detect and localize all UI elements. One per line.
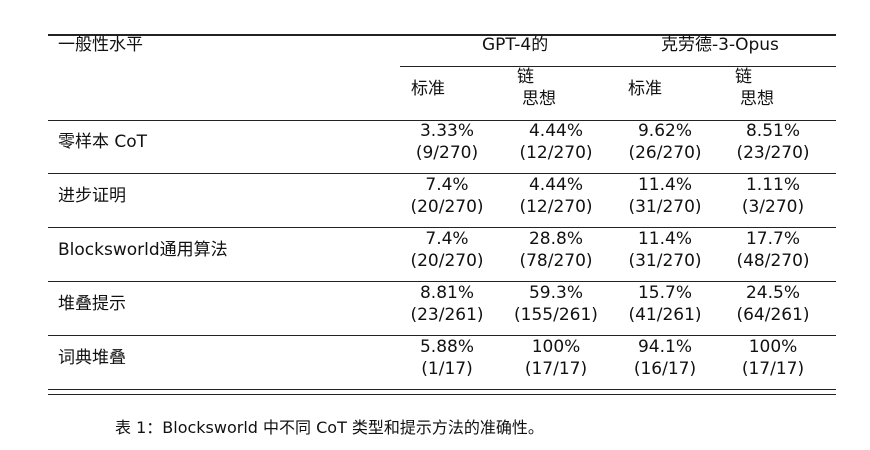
model-header-claude: 克劳德-3-Opus	[661, 35, 779, 55]
table-cell: 11.4%	[637, 229, 692, 249]
row-rule-3	[48, 281, 836, 282]
table-bottom-rule-1	[48, 389, 836, 390]
header-mid-rule	[400, 66, 836, 67]
table-cell: (9/270)	[415, 143, 479, 163]
table-cell: 59.3%	[528, 283, 583, 303]
table-cell: (31/270)	[628, 197, 702, 217]
table-caption: 表 1：Blocksworld 中不同 CoT 类型和提示方法的准确性。	[115, 418, 544, 437]
table-cell: (20/270)	[410, 197, 484, 217]
table-cell: (1/17)	[421, 359, 473, 379]
table-cell: 4.44%	[528, 121, 583, 141]
table-cell: 100%	[531, 337, 581, 357]
table-cell: (26/270)	[628, 143, 702, 163]
table-cell: 15.7%	[637, 283, 692, 303]
table-cell: 94.1%	[637, 337, 692, 357]
table-cell: 7.4%	[425, 175, 469, 195]
row-rule-2	[48, 227, 836, 228]
table-cell: (16/17)	[633, 359, 697, 379]
subheader-standard: 标准	[411, 79, 445, 99]
corner-header: 一般性水平	[58, 35, 143, 55]
table-cell: 28.8%	[528, 229, 583, 249]
table-cell: 5.88%	[419, 337, 474, 357]
row-label: Blocksworld通用算法	[58, 240, 228, 260]
table-cell: 9.62%	[637, 121, 692, 141]
table-cell: (3/270)	[741, 197, 805, 217]
table-cell: 1.11%	[745, 175, 800, 195]
subheader-cot-line2: 思想	[740, 89, 774, 109]
table-cell: (12/270)	[519, 143, 593, 163]
subheader-standard: 标准	[628, 79, 662, 99]
subheader-cot-line1: 链	[517, 67, 534, 87]
table-cell: (20/270)	[410, 251, 484, 271]
table-cell: 7.4%	[425, 229, 469, 249]
row-rule-4	[48, 335, 836, 336]
table-cell: (17/17)	[524, 359, 588, 379]
table-cell: (78/270)	[519, 251, 593, 271]
table-cell: (23/270)	[736, 143, 810, 163]
table-top-rule	[48, 34, 836, 36]
table-cell: (17/17)	[741, 359, 805, 379]
table-cell: (23/261)	[410, 305, 484, 325]
table-cell: (31/270)	[628, 251, 702, 271]
header-bottom-rule	[48, 120, 836, 121]
table-cell: 8.51%	[745, 121, 800, 141]
table-cell: (155/261)	[514, 305, 598, 325]
table-cell: 4.44%	[528, 175, 583, 195]
table-cell: 17.7%	[745, 229, 800, 249]
model-header-gpt4: GPT-4的	[482, 35, 549, 55]
table-cell: (12/270)	[519, 197, 593, 217]
row-label: 零样本 CoT	[58, 132, 148, 152]
table-cell: 11.4%	[637, 175, 692, 195]
table-cell: (64/261)	[736, 305, 810, 325]
subheader-cot-line2: 思想	[522, 89, 556, 109]
row-label: 进步证明	[58, 186, 126, 206]
table-cell: (41/261)	[628, 305, 702, 325]
row-label: 词典堆叠	[58, 348, 126, 368]
row-rule-1	[48, 173, 836, 174]
row-label: 堆叠提示	[58, 294, 126, 314]
subheader-cot-line1: 链	[735, 67, 752, 87]
table-bottom-rule-2	[48, 394, 836, 395]
table-cell: 3.33%	[419, 121, 474, 141]
table-cell: 24.5%	[745, 283, 800, 303]
table-cell: 8.81%	[419, 283, 474, 303]
table-cell: (48/270)	[736, 251, 810, 271]
table-cell: 100%	[748, 337, 798, 357]
